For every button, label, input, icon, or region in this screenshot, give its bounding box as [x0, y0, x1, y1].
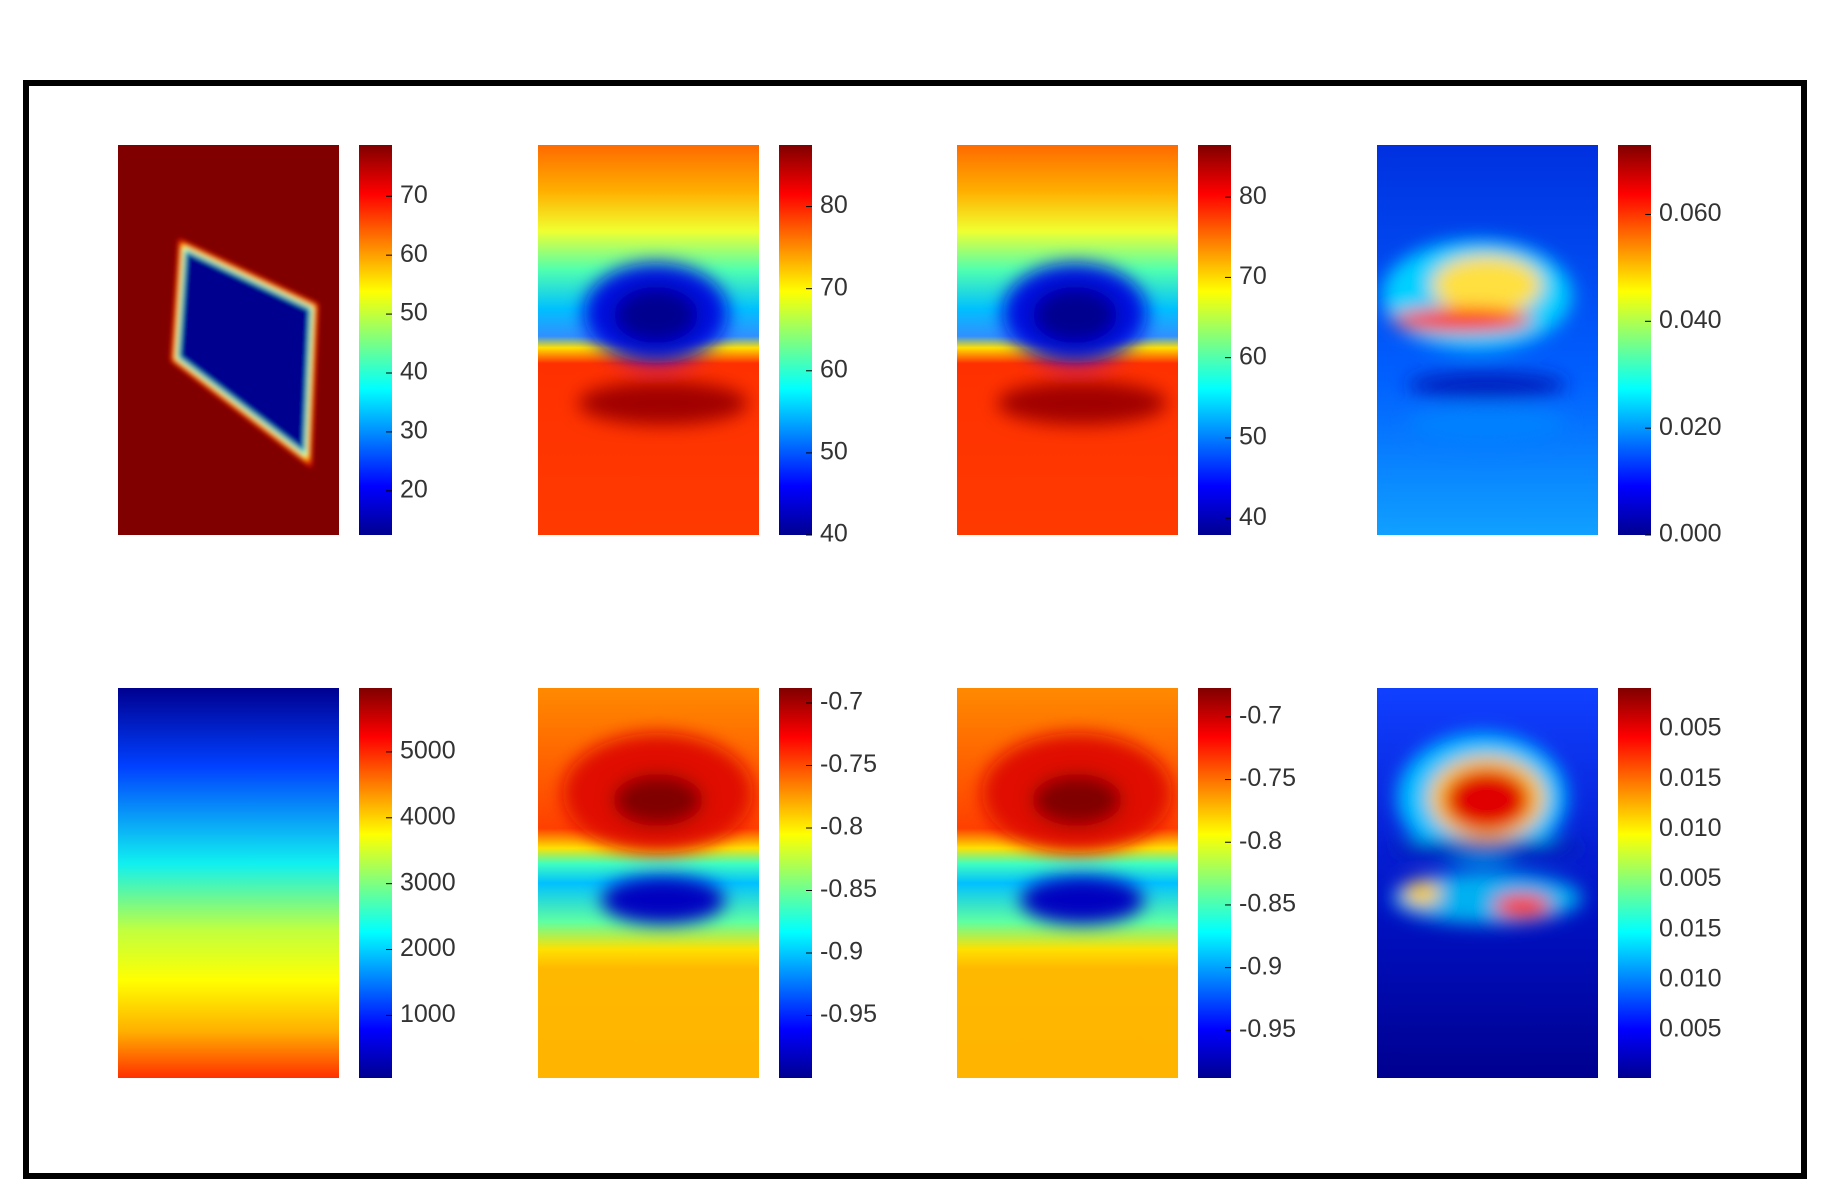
colorbar-tick-label: 30	[400, 417, 428, 445]
colorbar-tick-label: -0.9	[820, 938, 863, 966]
colorbar-tick-label: 40	[400, 358, 428, 386]
colorbar	[1198, 145, 1231, 535]
colorbar-tick-label: -0.8	[1239, 827, 1282, 855]
colorbar-tick-label: 3000	[400, 868, 456, 896]
colorbar	[779, 688, 812, 1078]
colorbar-tick-label: -0.75	[820, 750, 877, 778]
colorbar-tick-label: 80	[820, 191, 848, 219]
heatmap-image	[957, 145, 1178, 535]
colorbar	[359, 145, 392, 535]
colorbar-tick-label: -0.75	[1239, 764, 1296, 792]
colorbar-tick-label: 0.005	[1659, 714, 1722, 742]
heatmap-image	[118, 145, 339, 535]
colorbar-tick-label: -0.7	[1239, 701, 1282, 729]
colorbar-tick-label: 0.010	[1659, 814, 1722, 842]
colorbar-tick-label: 40	[820, 520, 848, 548]
colorbar-tick-label: 0.000	[1659, 520, 1722, 548]
colorbar-tick-label: 80	[1239, 182, 1267, 210]
colorbar-tick-label: -0.85	[1239, 890, 1296, 918]
colorbar-tick-label: 0.020	[1659, 413, 1722, 441]
heatmap-image	[538, 688, 759, 1078]
colorbar-tick-label: 0.005	[1659, 1015, 1722, 1043]
colorbar-tick-label: -0.95	[1239, 1015, 1296, 1043]
colorbar-tick-label: 50	[400, 299, 428, 327]
colorbar-tick-label: 0.010	[1659, 964, 1722, 992]
heatmap-image	[118, 688, 339, 1078]
colorbar-tick-label: 70	[820, 273, 848, 301]
colorbar-tick-label: -0.95	[820, 1000, 877, 1028]
colorbar-tick-label: 70	[1239, 262, 1267, 290]
colorbar-tick-label: 40	[1239, 503, 1267, 531]
colorbar	[779, 145, 812, 535]
colorbar-tick-label: -0.7	[820, 688, 863, 716]
colorbar-tick-label: 60	[1239, 342, 1267, 370]
colorbar-tick-label: 50	[820, 438, 848, 466]
colorbar-tick-label: 60	[820, 355, 848, 383]
colorbar-tick-label: 0.005	[1659, 864, 1722, 892]
colorbar	[359, 688, 392, 1078]
colorbar	[1618, 688, 1651, 1078]
colorbar-tick-label: 0.040	[1659, 306, 1722, 334]
colorbar-tick-label: 5000	[400, 737, 456, 765]
colorbar-tick-label: -0.85	[820, 875, 877, 903]
colorbar	[1198, 688, 1231, 1078]
colorbar-tick-label: 50	[1239, 423, 1267, 451]
heatmap-image	[1377, 145, 1598, 535]
colorbar	[1618, 145, 1651, 535]
colorbar-tick-label: 1000	[400, 1000, 456, 1028]
heatmap-image	[1377, 688, 1598, 1078]
colorbar-tick-label: 0.015	[1659, 764, 1722, 792]
frame	[23, 80, 1807, 1179]
colorbar-tick-label: 60	[400, 240, 428, 268]
colorbar-tick-label: 70	[400, 181, 428, 209]
heatmap-image	[538, 145, 759, 535]
colorbar-tick-label: -0.9	[1239, 952, 1282, 980]
colorbar-tick-label: 20	[400, 475, 428, 503]
colorbar-tick-label: 4000	[400, 802, 456, 830]
colorbar-tick-label: 2000	[400, 934, 456, 962]
colorbar-tick-label: -0.8	[820, 813, 863, 841]
colorbar-tick-label: 0.060	[1659, 199, 1722, 227]
colorbar-tick-label: 0.015	[1659, 914, 1722, 942]
heatmap-image	[957, 688, 1178, 1078]
